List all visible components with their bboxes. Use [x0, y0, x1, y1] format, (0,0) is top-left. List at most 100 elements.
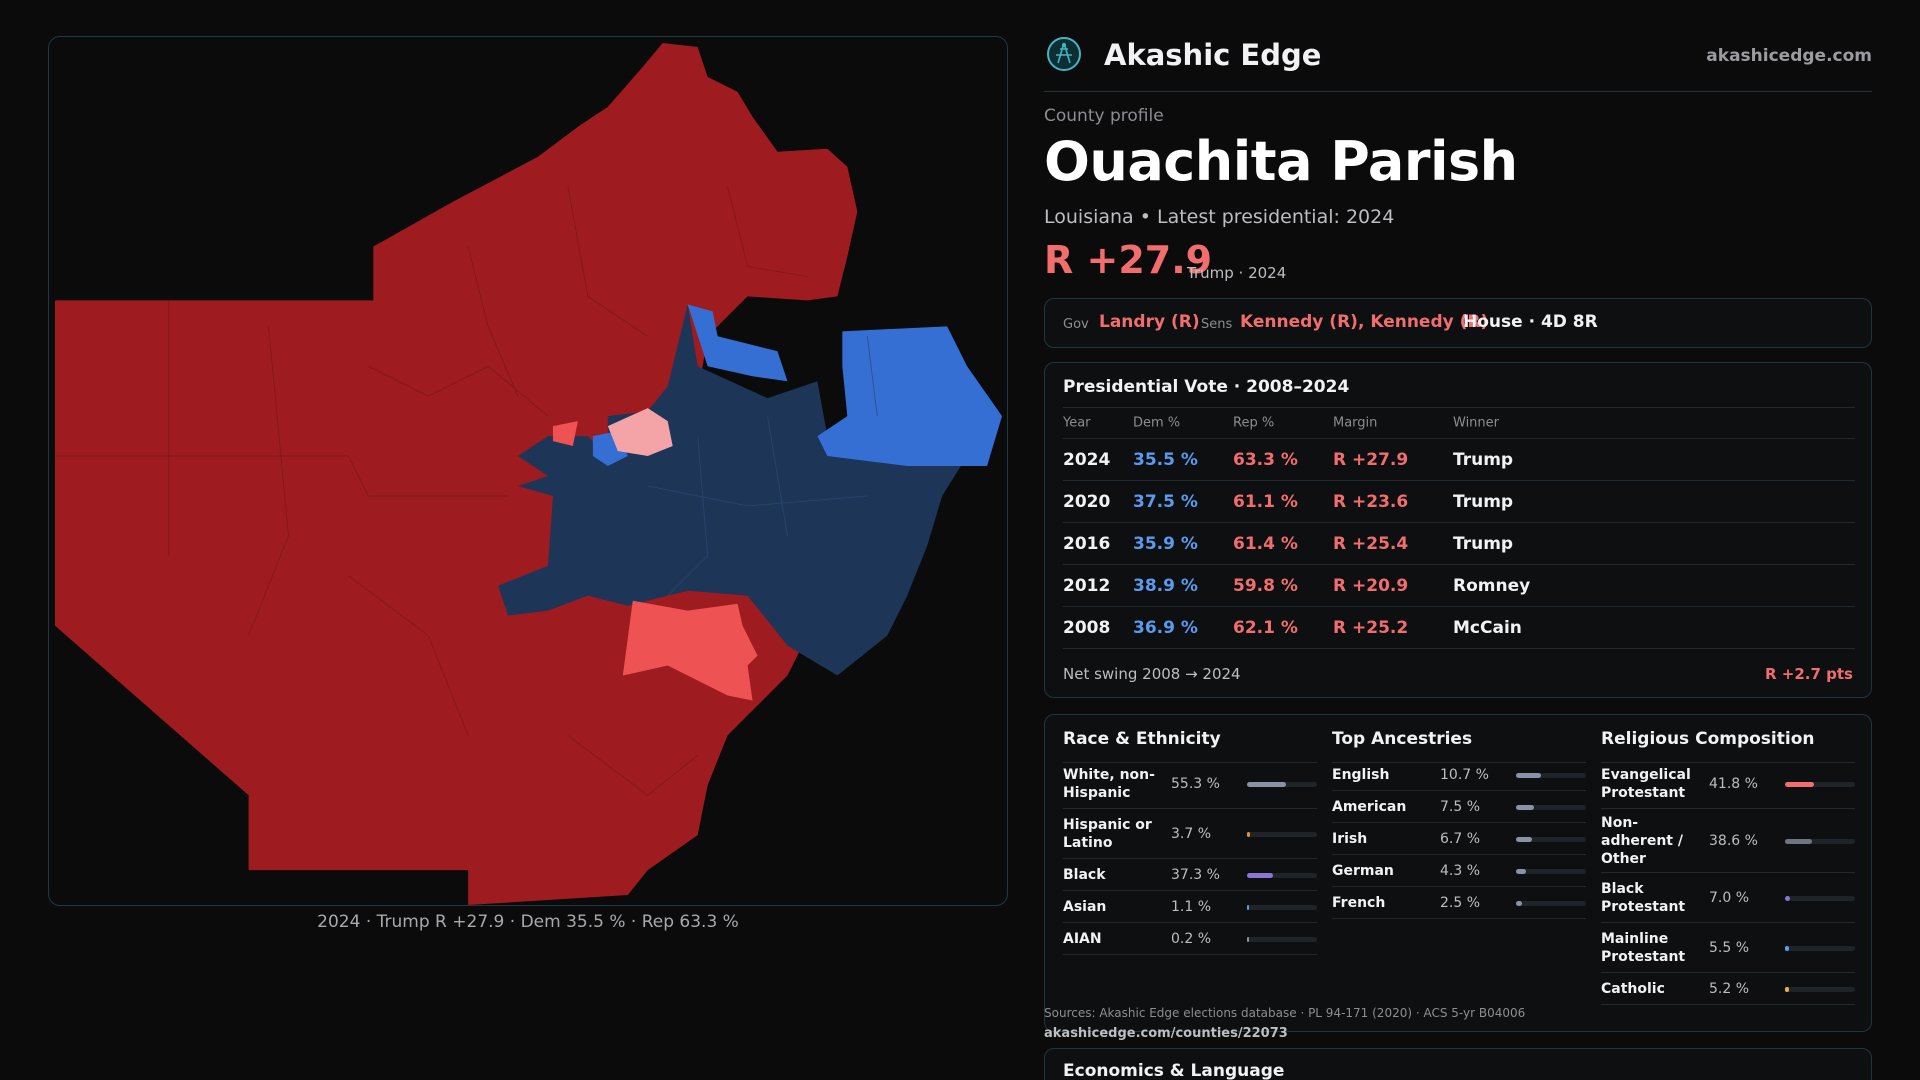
demographic-label: American: [1332, 798, 1407, 815]
header-dem: Dem %: [1133, 415, 1181, 431]
demographic-bar-fill: [1516, 900, 1522, 906]
demographic-bar-track: [1516, 772, 1586, 778]
demographic-bar-fill: [1785, 781, 1815, 787]
row-rep: 61.1 %: [1233, 491, 1298, 512]
demographic-bar-track: [1785, 986, 1855, 992]
row-margin: R +27.9: [1333, 449, 1409, 470]
demographic-row: Hispanic or Latino 3.7 %: [1063, 809, 1317, 859]
demographic-row: Evangelical Protestant 41.8 %: [1601, 759, 1855, 809]
sources-text: Sources: Akashic Edge elections database…: [1044, 1006, 1526, 1020]
map-region-rep-light-west[interactable]: [552, 421, 578, 447]
row-winner: Trump: [1453, 533, 1514, 554]
demographic-label: Mainline Protestant: [1601, 930, 1686, 965]
demographic-bar-track: [1516, 804, 1586, 810]
demographic-bar-track: [1247, 872, 1317, 878]
demographic-percent: 4.3 %: [1440, 862, 1481, 879]
demographic-label: French: [1332, 894, 1386, 911]
demographic-bar-fill: [1785, 895, 1790, 901]
header-rep: Rep %: [1233, 415, 1275, 431]
demographic-row: Asian 1.1 %: [1063, 891, 1317, 923]
table-row: 2008 36.9 % 62.1 % R +25.2 McCain: [1063, 607, 1855, 649]
demographic-row: Mainline Protestant 5.5 %: [1601, 923, 1855, 973]
demographic-percent: 5.2 %: [1709, 980, 1750, 997]
demographic-row: Irish 6.7 %: [1332, 823, 1586, 855]
table-header: Year Dem % Rep % Margin Winner: [1063, 407, 1855, 439]
brand-url-link[interactable]: akashicedge.com: [1706, 46, 1872, 66]
row-winner: Trump: [1453, 449, 1514, 470]
demographic-percent: 7.5 %: [1440, 798, 1481, 815]
row-dem: 35.9 %: [1133, 533, 1198, 554]
race-title: Race & Ethnicity: [1063, 729, 1317, 763]
map-region-dem-core[interactable]: [498, 304, 968, 676]
presidential-vote-card: Presidential Vote · 2008–2024 Year Dem %…: [1044, 362, 1872, 698]
demographic-bar-track: [1247, 904, 1317, 910]
brand-header: Akashic Edge akashicedge.com: [1044, 34, 1872, 92]
religion-title: Religious Composition: [1601, 729, 1855, 763]
row-rep: 62.1 %: [1233, 617, 1298, 638]
economics-card: Economics & Language: [1044, 1048, 1872, 1080]
row-year: 2012: [1063, 575, 1111, 596]
table-row: 2016 35.9 % 61.4 % R +25.4 Trump: [1063, 523, 1855, 565]
demographic-percent: 10.7 %: [1440, 766, 1489, 783]
map-region-dem-north[interactable]: [687, 304, 788, 382]
row-dem: 35.5 %: [1133, 449, 1198, 470]
demographic-row: Non-adherent / Other 38.6 %: [1601, 809, 1855, 873]
demographic-bar-track: [1785, 838, 1855, 844]
demographic-bar-fill: [1247, 831, 1250, 837]
row-year: 2024: [1063, 449, 1111, 470]
row-dem: 38.9 %: [1133, 575, 1198, 596]
governor-value: Landry (R): [1099, 312, 1200, 332]
presidential-table: Year Dem % Rep % Margin Winner 2024 35.5…: [1063, 407, 1855, 649]
map-region-dem-west[interactable]: [518, 436, 608, 476]
demographic-bar-fill: [1785, 838, 1813, 844]
map-region-rep-light-south[interactable]: [622, 600, 758, 701]
header-winner: Winner: [1453, 415, 1500, 431]
source-url-link[interactable]: akashicedge.com/counties/22073: [1044, 1026, 1288, 1041]
demographic-percent: 0.2 %: [1171, 930, 1212, 947]
gov-label: Gov: [1063, 317, 1089, 332]
row-year: 2016: [1063, 533, 1111, 554]
map-region-dem-east[interactable]: [817, 326, 1003, 467]
header-margin: Margin: [1333, 415, 1378, 431]
page-subtitle: Louisiana • Latest presidential: 2024: [1044, 206, 1395, 228]
demographic-row: English 10.7 %: [1332, 759, 1586, 791]
demographic-label: AIAN: [1063, 930, 1102, 947]
demographic-label: Black: [1063, 866, 1106, 883]
net-swing-value: R +2.7 pts: [1765, 665, 1853, 683]
row-rep: 63.3 %: [1233, 449, 1298, 470]
demographic-row: American 7.5 %: [1332, 791, 1586, 823]
demographic-bar-fill: [1516, 836, 1532, 842]
house-delegation: House · 4D 8R: [1463, 312, 1598, 332]
demographic-bar-fill: [1516, 868, 1527, 874]
demographic-bar-track: [1516, 836, 1586, 842]
map-region-rep-pale[interactable]: [607, 408, 673, 457]
precinct-map[interactable]: [48, 36, 1008, 906]
demographic-percent: 2.5 %: [1440, 894, 1481, 911]
demographic-row: German 4.3 %: [1332, 855, 1586, 887]
county-profile-panel: Akashic Edge akashicedge.com County prof…: [1044, 0, 1872, 1080]
demographic-bar-fill: [1516, 772, 1541, 778]
row-year: 2008: [1063, 617, 1111, 638]
sens-label: Sens: [1201, 317, 1233, 332]
demographic-percent: 38.6 %: [1709, 832, 1758, 849]
demographic-label: White, non-Hispanic: [1063, 766, 1155, 801]
demographic-label: Non-adherent / Other: [1601, 814, 1683, 867]
row-winner: Romney: [1453, 575, 1531, 596]
demographic-row: AIAN 0.2 %: [1063, 923, 1317, 955]
demographics-card: Race & Ethnicity White, non-Hispanic 55.3…: [1044, 714, 1872, 1032]
net-swing-label: Net swing 2008 → 2024: [1063, 665, 1241, 683]
map-region-rep-main[interactable]: [54, 42, 858, 905]
brand-name: Akashic Edge: [1104, 38, 1322, 72]
demographic-bar-track: [1247, 781, 1317, 787]
demographic-percent: 41.8 %: [1709, 775, 1758, 792]
demographic-row: Black 37.3 %: [1063, 859, 1317, 891]
demographic-bar-fill: [1247, 936, 1249, 942]
officials-card: Gov Landry (R) Sens Kennedy (R), Kennedy…: [1044, 298, 1872, 348]
demographic-percent: 5.5 %: [1709, 939, 1750, 956]
precinct-map-svg[interactable]: [49, 37, 1007, 905]
demographic-percent: 3.7 %: [1171, 825, 1212, 842]
demographic-percent: 37.3 %: [1171, 866, 1220, 883]
row-margin: R +20.9: [1333, 575, 1409, 596]
row-winner: McCain: [1453, 617, 1522, 638]
demographic-label: Catholic: [1601, 980, 1665, 997]
